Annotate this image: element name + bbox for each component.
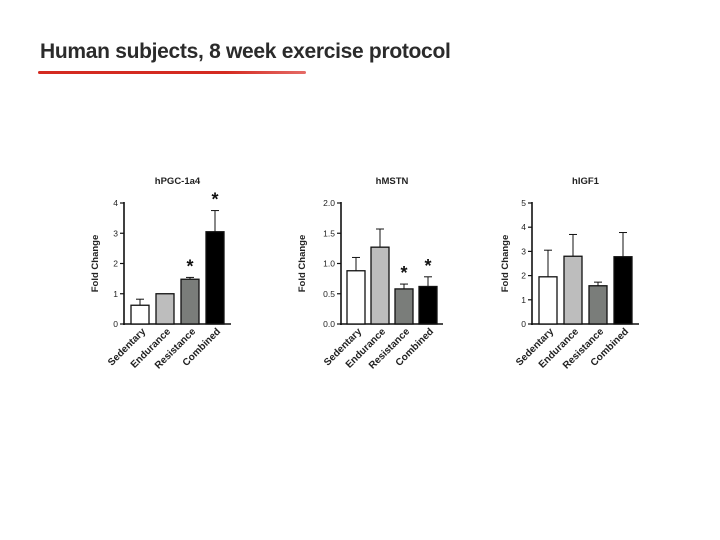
y-tick-label: 1 bbox=[521, 295, 526, 305]
y-tick-label: 3 bbox=[113, 228, 118, 238]
bar-sedentary bbox=[346, 270, 366, 325]
y-tick-label: 0 bbox=[521, 319, 526, 329]
y-axis-label: Fold Change bbox=[500, 235, 511, 293]
bar-resistance bbox=[588, 285, 608, 325]
y-tick-label: 4 bbox=[521, 222, 526, 232]
chart-title: hMSTN bbox=[376, 176, 409, 187]
bar-sedentary bbox=[538, 276, 558, 325]
bar-combined bbox=[418, 285, 438, 325]
title-underline bbox=[38, 71, 306, 74]
bar-endurance bbox=[370, 246, 390, 325]
chart-title: hPGC-1a4 bbox=[155, 176, 201, 187]
y-tick-label: 1.5 bbox=[323, 228, 335, 238]
bar-endurance bbox=[155, 293, 175, 325]
bar-sedentary bbox=[130, 304, 150, 325]
y-tick-label: 0.0 bbox=[323, 319, 335, 329]
chart-title: hIGF1 bbox=[572, 176, 600, 187]
bar-combined bbox=[205, 231, 225, 325]
y-tick-label: 0 bbox=[113, 319, 118, 329]
significance-resistance: * bbox=[400, 263, 407, 283]
slide-title: Human subjects, 8 week exercise protocol bbox=[40, 40, 451, 63]
y-tick-label: 2.0 bbox=[323, 198, 335, 208]
y-tick-label: 3 bbox=[521, 246, 526, 256]
y-axis-label: Fold Change bbox=[297, 235, 308, 293]
y-tick-label: 1 bbox=[113, 289, 118, 299]
y-tick-label: 2 bbox=[521, 271, 526, 281]
y-tick-label: 5 bbox=[521, 198, 526, 208]
bar-endurance bbox=[563, 255, 583, 325]
significance-resistance: * bbox=[186, 256, 193, 276]
y-tick-label: 0.5 bbox=[323, 289, 335, 299]
y-axis-label: Fold Change bbox=[90, 235, 101, 293]
bar-combined bbox=[613, 256, 633, 325]
significance-combined: * bbox=[211, 190, 218, 210]
bar-resistance bbox=[180, 278, 200, 325]
y-tick-label: 2 bbox=[113, 259, 118, 269]
y-tick-label: 4 bbox=[113, 198, 118, 208]
significance-combined: * bbox=[424, 256, 431, 276]
bar-resistance bbox=[394, 288, 414, 325]
y-tick-label: 1.0 bbox=[323, 259, 335, 269]
